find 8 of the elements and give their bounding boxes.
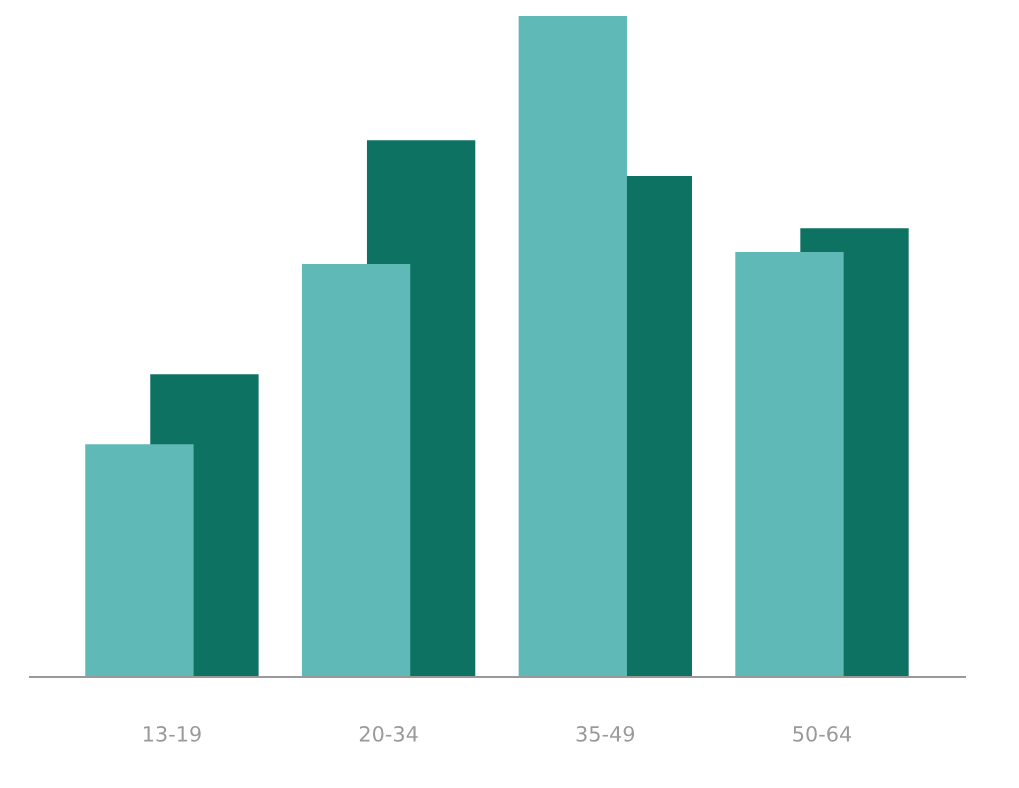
bar (301, 263, 411, 677)
x-tick-label: 35-49 (576, 725, 635, 742)
x-tick-label: 13-19 (143, 725, 201, 742)
bar (85, 444, 194, 677)
x-tick-label: 20-34 (359, 725, 418, 742)
bar (735, 251, 844, 677)
bar (518, 16, 627, 677)
x-tick-label: 50-64 (793, 725, 852, 742)
